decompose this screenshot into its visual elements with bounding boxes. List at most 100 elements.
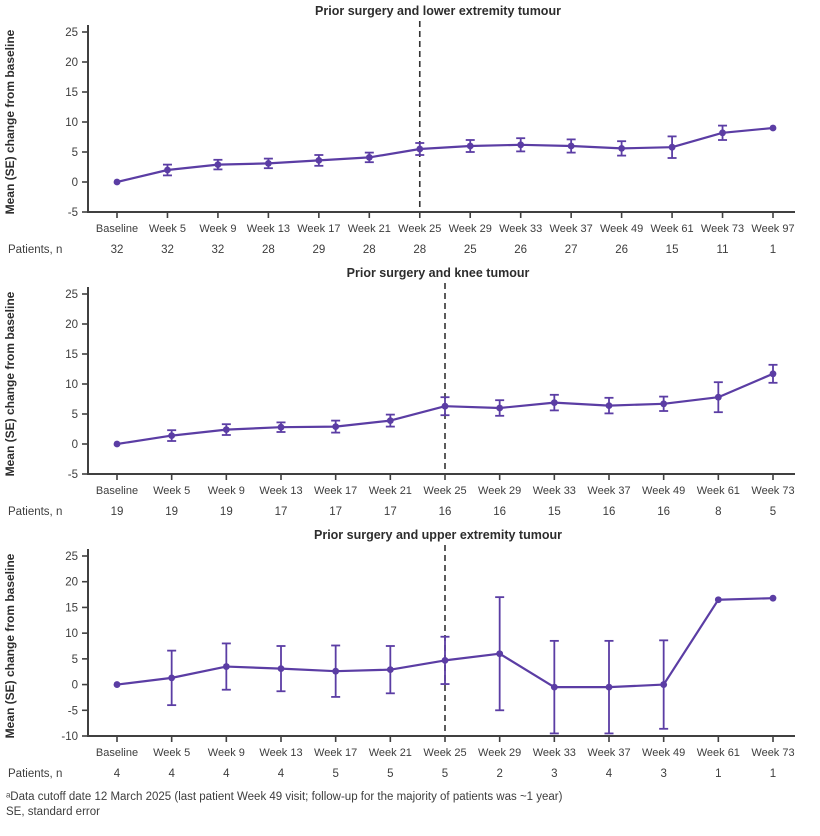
x-tick-label: Baseline xyxy=(96,223,138,235)
data-point xyxy=(113,681,121,688)
patients-count: 32 xyxy=(111,244,124,256)
patients-count: 1 xyxy=(715,768,721,780)
y-tick-label: 25 xyxy=(65,289,78,301)
data-point xyxy=(168,674,176,682)
data-point xyxy=(164,166,171,174)
y-tick-label: 25 xyxy=(65,551,78,563)
x-tick-label: Week 49 xyxy=(642,485,685,497)
y-axis-label: Mean (SE) change from baseline xyxy=(3,291,17,476)
patients-count: 32 xyxy=(161,244,174,256)
patients-count: 19 xyxy=(220,506,233,518)
patients-count: 8 xyxy=(715,506,721,518)
y-tick-label: 15 xyxy=(65,87,78,99)
patients-count: 3 xyxy=(551,768,557,780)
data-point xyxy=(365,154,373,161)
data-point xyxy=(769,124,777,132)
data-point xyxy=(386,666,394,674)
chart-lower-extremity-tumour: Prior surgery and lower extremity tumour… xyxy=(0,0,820,262)
x-tick-label: Baseline xyxy=(96,485,138,497)
x-tick-label: Week 17 xyxy=(314,747,357,759)
data-point xyxy=(605,683,613,691)
data-point xyxy=(416,145,424,153)
x-tick-label: Week 9 xyxy=(208,747,245,759)
y-tick-label: 0 xyxy=(72,680,78,692)
data-point xyxy=(660,400,668,408)
x-tick-label: Week 37 xyxy=(587,747,630,759)
x-tick-label: Week 29 xyxy=(478,747,521,759)
patients-count: 5 xyxy=(387,768,393,780)
patients-count: 15 xyxy=(666,244,679,256)
patients-count: 27 xyxy=(565,244,578,256)
x-tick-label: Week 21 xyxy=(369,485,412,497)
y-tick-label: 20 xyxy=(65,577,78,589)
data-point xyxy=(277,665,285,673)
patients-count: 1 xyxy=(770,768,776,780)
data-point xyxy=(214,161,222,169)
patients-count: 4 xyxy=(278,768,285,780)
x-tick-label: Week 73 xyxy=(701,223,744,235)
chart-title: Prior surgery and upper extremity tumour xyxy=(314,528,562,542)
x-tick-label: Baseline xyxy=(96,747,138,759)
data-point xyxy=(769,370,777,378)
patients-count: 3 xyxy=(660,768,666,780)
figure-footnotes: ᵃData cutoff date 12 March 2025 (last pa… xyxy=(0,786,820,820)
data-point xyxy=(264,160,272,167)
y-tick-label: -10 xyxy=(61,731,78,743)
patients-count: 28 xyxy=(363,244,376,256)
data-point xyxy=(714,393,722,401)
y-tick-label: 5 xyxy=(72,654,78,666)
data-point xyxy=(277,423,285,431)
y-tick-label: 5 xyxy=(72,147,78,159)
data-point xyxy=(332,423,340,430)
x-tick-label: Week 61 xyxy=(697,485,740,497)
patients-count: 16 xyxy=(657,506,670,518)
data-point xyxy=(386,417,394,424)
patients-row-label: Patients, n xyxy=(8,768,62,780)
data-point xyxy=(769,594,777,602)
x-tick-label: Week 13 xyxy=(259,747,302,759)
y-tick-label: 10 xyxy=(65,117,78,129)
data-point xyxy=(441,402,449,410)
footnote-data-cutoff: ᵃData cutoff date 12 March 2025 (last pa… xyxy=(6,791,563,803)
x-tick-label: Week 17 xyxy=(314,485,357,497)
y-tick-label: 15 xyxy=(65,602,78,614)
x-tick-label: Week 13 xyxy=(259,485,302,497)
y-tick-label: 25 xyxy=(65,27,78,39)
chart-title: Prior surgery and knee tumour xyxy=(347,266,530,280)
data-point xyxy=(113,178,121,186)
x-tick-label: Week 25 xyxy=(423,485,466,497)
patients-row-label: Patients, n xyxy=(8,506,62,518)
data-point xyxy=(517,141,525,149)
data-point xyxy=(315,157,323,164)
x-tick-label: Week 49 xyxy=(600,223,643,235)
data-point xyxy=(668,143,676,151)
data-point xyxy=(618,145,626,152)
x-tick-label: Week 73 xyxy=(751,485,794,497)
x-tick-label: Week 5 xyxy=(153,485,190,497)
x-tick-label: Week 49 xyxy=(642,747,685,759)
data-point xyxy=(168,432,176,439)
x-tick-label: Week 37 xyxy=(587,485,630,497)
patients-count: 4 xyxy=(606,768,613,780)
patients-row-label: Patients, n xyxy=(8,244,62,256)
data-point xyxy=(466,142,474,150)
patients-count: 16 xyxy=(493,506,506,518)
x-tick-label: Week 33 xyxy=(533,485,576,497)
x-tick-label: Week 29 xyxy=(449,223,492,235)
patients-count: 2 xyxy=(496,768,502,780)
x-tick-label: Week 9 xyxy=(208,485,245,497)
data-point xyxy=(714,596,722,604)
y-axis-label: Mean (SE) change from baseline xyxy=(3,553,17,738)
y-tick-label: 0 xyxy=(72,439,78,451)
patients-count: 5 xyxy=(442,768,448,780)
patients-count: 5 xyxy=(770,506,776,518)
data-point xyxy=(222,663,230,670)
x-tick-label: Week 25 xyxy=(398,223,441,235)
chart-svg-upper-extremity: Prior surgery and upper extremity tumour… xyxy=(3,528,795,780)
patients-count: 16 xyxy=(439,506,452,518)
x-tick-label: Week 5 xyxy=(149,223,186,235)
patients-count: 28 xyxy=(262,244,275,256)
x-tick-label: Week 21 xyxy=(348,223,391,235)
data-point xyxy=(550,683,558,691)
x-tick-label: Week 61 xyxy=(650,223,693,235)
